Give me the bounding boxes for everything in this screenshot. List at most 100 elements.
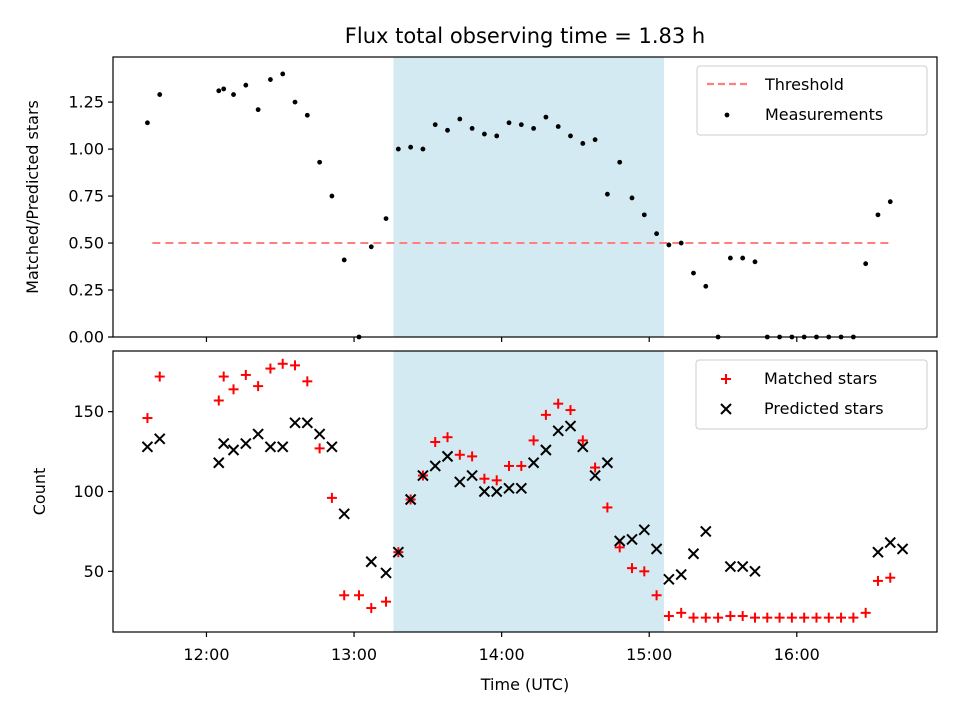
predicted-point [872, 546, 884, 558]
predicted-point [503, 482, 515, 495]
data-point [445, 127, 450, 133]
data-point [368, 244, 374, 250]
matched-point [213, 395, 224, 406]
predicted-point [277, 441, 289, 453]
predicted-point [392, 546, 405, 558]
data-point [691, 270, 696, 276]
matched-point [811, 612, 822, 623]
predicted-point [527, 457, 540, 469]
data-point [494, 133, 500, 139]
data-point [395, 146, 401, 152]
matched-point [366, 603, 377, 614]
predicted-point [326, 441, 338, 453]
matched-point [491, 475, 502, 486]
matched-point [565, 405, 576, 416]
count-panel: 50 100 150 12:00 13:00 14:00 15:00 16:00 Count… [30, 350, 938, 694]
x-tick-label: 15:00 [626, 645, 672, 664]
predicted-point [736, 560, 749, 573]
x-tick-label: 14:00 [479, 645, 525, 664]
matched-point [467, 451, 478, 462]
matched-point [676, 607, 687, 618]
matched-point [290, 360, 301, 371]
data-point [317, 159, 323, 165]
predicted-point [613, 535, 626, 547]
y-tick-label: 150 [73, 402, 104, 421]
data-point [341, 257, 347, 263]
data-point [863, 261, 869, 267]
matched-point [713, 612, 724, 623]
data-point [255, 107, 261, 113]
ratio-panel: 0.00 0.25 0.50 0.75 1.00 1.25 Matched/Predict… [23, 56, 938, 347]
matched-point [848, 612, 859, 623]
matched-point [442, 432, 453, 443]
y-tick-label: 0.75 [68, 187, 104, 206]
matched-point [737, 611, 748, 622]
data-point [383, 216, 389, 222]
matched-point [302, 376, 313, 387]
predicted-point [700, 525, 712, 538]
data-point [629, 195, 635, 201]
data-point [703, 283, 709, 289]
matched-point [218, 371, 229, 382]
legend-measurements-label: Measurements [765, 105, 883, 124]
predicted-point [687, 548, 700, 560]
predicted-point [638, 524, 651, 536]
predicted-point [338, 508, 350, 520]
legend-threshold-label: Threshold [764, 75, 844, 94]
matched-point [381, 596, 392, 607]
matched-point [479, 473, 490, 484]
matched-point [240, 369, 251, 380]
data-point [482, 131, 487, 137]
data-point [887, 199, 893, 205]
data-point [408, 144, 414, 150]
predicted-point [663, 573, 675, 586]
count-x-axis: 12:00 13:00 14:00 15:00 16:00 [183, 632, 820, 664]
y-tick-label: 0.25 [68, 281, 104, 300]
count-legend: Matched stars Predicted stars [695, 359, 928, 430]
predicted-point [252, 428, 264, 440]
data-point [469, 126, 475, 131]
data-point [268, 77, 273, 82]
matched-point [265, 363, 276, 374]
predicted-point [441, 450, 454, 463]
data-point [432, 122, 438, 128]
predicted-point [380, 567, 392, 579]
predicted-point [429, 460, 441, 472]
predicted-point [404, 493, 417, 506]
matched-point [688, 612, 699, 623]
matched-point [762, 612, 773, 623]
data-point [752, 259, 758, 265]
predicted-point [466, 469, 478, 482]
data-point [555, 124, 561, 129]
matched-point [749, 612, 760, 623]
matched-point [314, 443, 325, 454]
predicted-point [240, 437, 252, 450]
predicted-point [301, 417, 314, 429]
y-tick-label: 100 [73, 482, 104, 501]
predicted-point [515, 482, 528, 495]
data-point [329, 193, 335, 199]
data-point [592, 137, 598, 143]
matched-point [651, 590, 662, 601]
predicted-point [724, 560, 737, 573]
matched-point [885, 572, 896, 583]
predicted-point [213, 457, 225, 469]
data-point [740, 255, 746, 261]
matched-point [353, 590, 364, 601]
predicted-point [289, 417, 301, 429]
count-legend-box [695, 359, 928, 430]
data-point [457, 116, 463, 122]
data-point [292, 99, 298, 105]
matched-point [602, 502, 613, 513]
matched-point [590, 462, 601, 473]
data-point [654, 231, 659, 237]
predicted-point [577, 441, 589, 453]
matched-point [823, 612, 834, 623]
ratio-x-axis [205, 337, 798, 342]
matched-point [614, 542, 625, 553]
legend-matched-swatch [721, 374, 731, 384]
predicted-point [217, 437, 230, 450]
ratio-series [145, 71, 893, 340]
ratio-y-axis: 0.00 0.25 0.50 0.75 1.00 1.25 [68, 93, 113, 347]
data-point [243, 82, 249, 88]
